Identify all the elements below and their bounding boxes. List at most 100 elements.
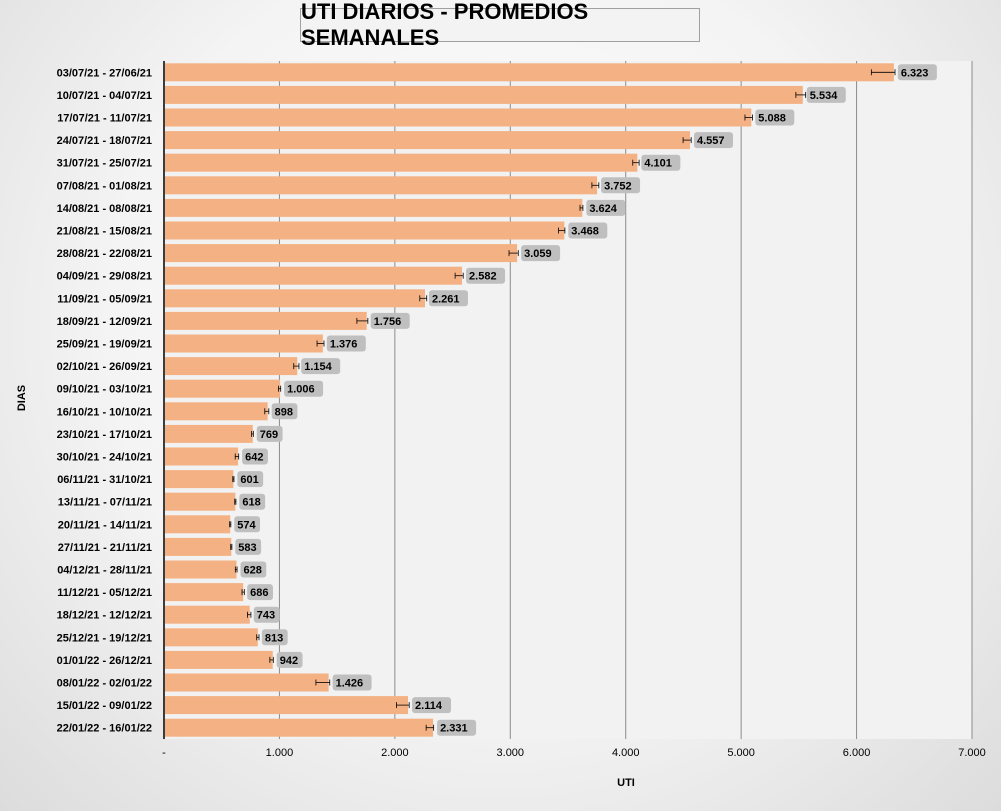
data-label: 3.752 [604, 180, 632, 192]
data-label: 2.261 [432, 293, 460, 305]
data-label: 686 [250, 587, 268, 599]
data-label-bg [247, 584, 273, 601]
bar [165, 334, 323, 353]
data-label: 1.154 [304, 361, 332, 373]
x-tick-label: 5.000 [727, 747, 755, 759]
category-label: 06/11/21 - 31/10/21 [57, 474, 152, 486]
data-label: 628 [243, 565, 261, 577]
x-tick-label: 1.000 [266, 747, 294, 759]
category-label: 08/01/22 - 02/01/22 [57, 678, 152, 690]
data-label-bg [586, 199, 626, 216]
data-label-bg [466, 267, 506, 284]
bar [165, 176, 598, 195]
category-label: 22/01/22 - 16/01/22 [57, 723, 152, 735]
data-label-bg [694, 132, 734, 149]
data-label: 3.059 [524, 248, 552, 260]
bar [165, 537, 232, 556]
x-tick-label: 7.000 [958, 747, 986, 759]
data-label: 4.557 [697, 135, 725, 147]
bar [165, 492, 236, 511]
data-label-bg [284, 380, 324, 397]
category-label: 04/09/21 - 29/08/21 [57, 271, 152, 283]
data-label-bg [234, 516, 261, 533]
data-label: 642 [245, 452, 263, 464]
category-label: 17/07/21 - 11/07/21 [57, 113, 152, 125]
bar [165, 198, 583, 217]
category-label: 03/07/21 - 27/06/21 [57, 67, 152, 79]
data-label: 1.006 [287, 384, 315, 396]
data-label: 6.323 [901, 67, 929, 79]
bar [165, 311, 367, 330]
data-label-bg [568, 222, 608, 239]
data-label: 2.331 [440, 723, 468, 735]
data-label-bg [332, 674, 372, 691]
bar [165, 379, 281, 398]
bar [165, 153, 638, 172]
bar [165, 108, 752, 127]
data-label: 769 [260, 429, 278, 441]
data-label: 2.582 [469, 271, 497, 283]
category-label: 07/08/21 - 01/08/21 [57, 180, 152, 192]
data-label-bg [521, 245, 561, 262]
category-label: 30/10/21 - 24/10/21 [57, 452, 152, 464]
category-label: 18/12/21 - 12/12/21 [57, 610, 152, 622]
data-label-bg [370, 312, 410, 329]
data-label-bg [276, 651, 303, 668]
category-label: 16/10/21 - 10/10/21 [57, 406, 152, 418]
data-label-bg [412, 697, 452, 714]
data-label-bg [755, 109, 795, 126]
plot-area [164, 61, 972, 739]
data-label-bg [242, 448, 268, 465]
data-label: 813 [265, 632, 283, 644]
bar [165, 63, 894, 82]
category-label: 11/09/21 - 05/09/21 [57, 293, 152, 305]
bar [165, 266, 463, 285]
category-label: 25/09/21 - 19/09/21 [57, 339, 152, 351]
data-label: 1.376 [330, 339, 358, 351]
bar [165, 447, 239, 466]
data-label: 1.426 [336, 678, 364, 690]
bar [165, 696, 409, 715]
bar [165, 402, 268, 421]
data-label-bg [601, 177, 641, 194]
category-label: 18/09/21 - 12/09/21 [57, 316, 152, 328]
data-label: 2.114 [415, 700, 443, 712]
category-label: 13/11/21 - 07/11/21 [58, 497, 152, 509]
category-label: 15/01/22 - 09/01/22 [57, 700, 152, 712]
bar [165, 85, 803, 104]
category-label: 04/12/21 - 28/11/21 [57, 565, 152, 577]
category-label: 10/07/21 - 04/07/21 [57, 90, 152, 102]
data-label-bg [301, 358, 341, 375]
data-label: 942 [280, 655, 298, 667]
category-label: 02/10/21 - 26/09/21 [57, 361, 152, 373]
x-tick-label: 4.000 [612, 747, 640, 759]
data-label-bg [237, 471, 264, 488]
data-label: 3.468 [571, 226, 599, 238]
category-label: 31/07/21 - 25/07/21 [57, 158, 152, 170]
data-label-bg [326, 335, 366, 352]
data-label: 3.624 [589, 203, 617, 215]
bar [165, 583, 244, 602]
category-label: 09/10/21 - 03/10/21 [57, 384, 152, 396]
data-label: 601 [240, 474, 258, 486]
data-label-bg [239, 493, 266, 510]
data-label: 743 [257, 610, 275, 622]
x-tick-label: 6.000 [843, 747, 871, 759]
data-label-bg [806, 86, 846, 103]
data-label: 583 [238, 542, 256, 554]
x-tick-label: 3.000 [497, 747, 525, 759]
y-axis-title: DIAS [16, 385, 28, 411]
category-label: 11/12/21 - 05/12/21 [57, 587, 152, 599]
bar [165, 560, 237, 579]
data-label-bg [253, 606, 280, 623]
bar [165, 244, 518, 263]
data-label-bg [897, 64, 937, 81]
category-label: 23/10/21 - 17/10/21 [57, 429, 152, 441]
bar [165, 131, 691, 150]
category-label: 21/08/21 - 15/08/21 [57, 226, 152, 238]
data-label-bg [271, 403, 298, 420]
data-label-bg [428, 290, 468, 307]
data-label-bg [261, 629, 288, 646]
